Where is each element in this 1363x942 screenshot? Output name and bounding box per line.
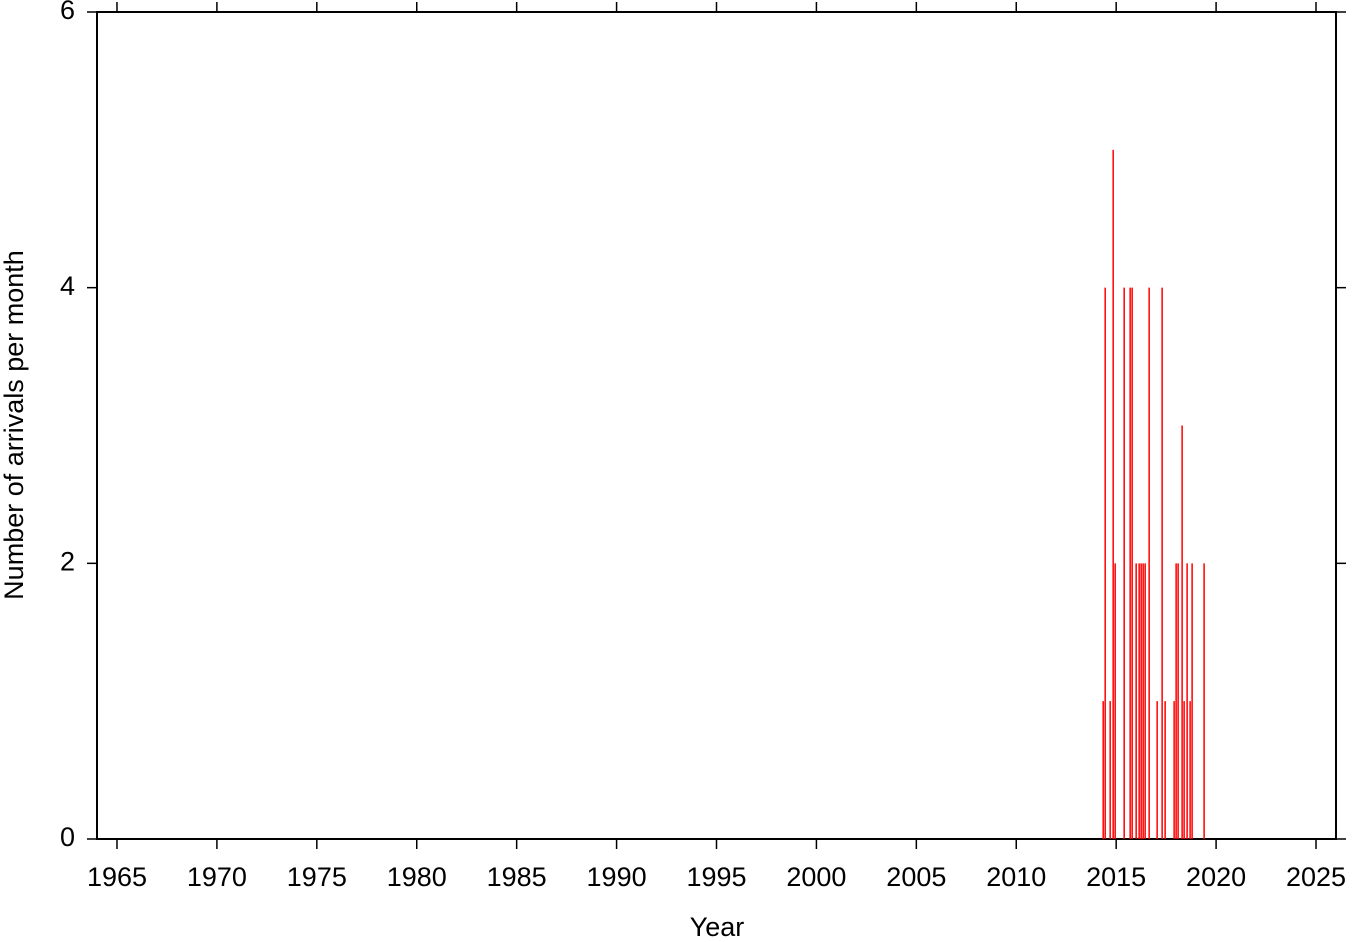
x-tick-label: 1970 [187,862,247,892]
x-tick-label: 1975 [287,862,347,892]
x-axis-label: Year [690,912,745,942]
x-tick-label: 1965 [87,862,147,892]
x-tick-label: 2025 [1286,862,1346,892]
x-tick-label: 2005 [886,862,946,892]
x-tick-label: 1980 [387,862,447,892]
y-tick-label: 2 [60,546,75,576]
x-tick-label: 2020 [1186,862,1246,892]
y-tick-label: 6 [60,0,75,25]
plot-frame [96,11,1337,840]
x-tick-label: 1990 [587,862,647,892]
x-tick-label: 2015 [1086,862,1146,892]
x-tick-label: 1995 [686,862,746,892]
y-tick-label: 0 [60,822,75,852]
y-tick-label: 4 [60,271,75,301]
x-tick-label: 2000 [786,862,846,892]
x-tick-label: 1985 [487,862,547,892]
y-axis-label: Number of arrivals per month [0,250,29,600]
x-tick-label: 2010 [986,862,1046,892]
